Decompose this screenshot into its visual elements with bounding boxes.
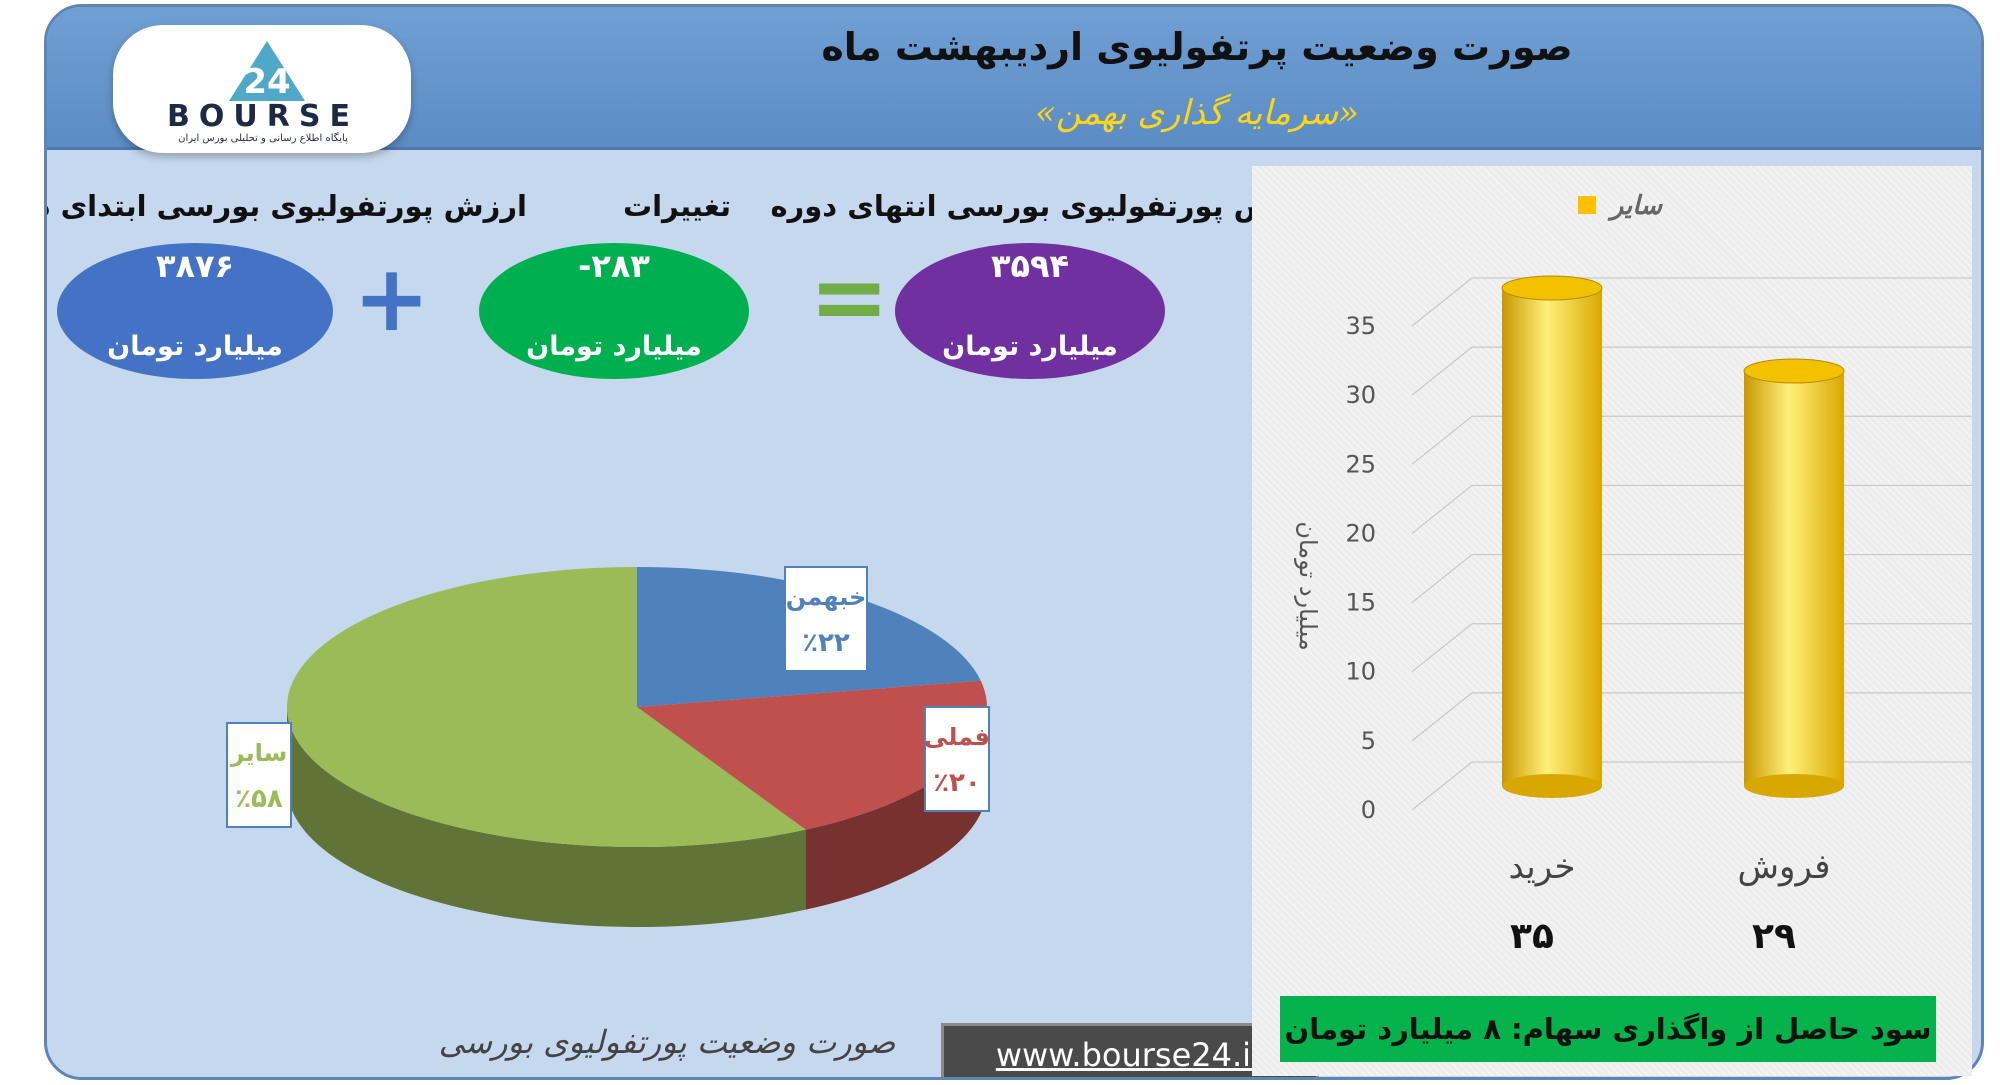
end-value-caption: ارزش پورتفولیوی بورسی انتهای دوره <box>770 189 1317 223</box>
y-tick-label: 25 <box>1345 450 1376 478</box>
start-value-unit: میلیارد تومان <box>107 331 283 362</box>
bar-base <box>1744 774 1844 798</box>
pie-label-box <box>226 722 292 828</box>
bar <box>1502 288 1602 786</box>
change-oval: -۲۸۳ میلیارد تومان <box>479 243 749 379</box>
footer-caption: صورت وضعیت پورتفولیوی بورسی <box>438 1023 896 1061</box>
gridline-depth <box>1411 484 1473 534</box>
start-value: ۳۸۷۶ <box>155 247 235 285</box>
bar <box>1744 370 1844 786</box>
logo: 24 BOURSE پایگاه اطلاع رسانی و تحلیلی بو… <box>113 25 411 153</box>
change-caption: تغییرات <box>622 189 732 223</box>
pie-label-name: سایر <box>230 739 288 767</box>
plus-sign: + <box>353 245 431 352</box>
y-axis-label: میلیارد تومان <box>1294 521 1322 650</box>
logo-triangle-icon: 24 <box>229 41 305 102</box>
y-tick-label: 30 <box>1345 381 1376 409</box>
header-banner: 24 BOURSE پایگاه اطلاع رسانی و تحلیلی بو… <box>47 7 1981 153</box>
start-value-caption: ارزش پورتفولیوی بورسی ابتدای دوره <box>47 189 527 223</box>
y-tick-label: 20 <box>1345 519 1376 547</box>
end-value: ۳۵۹۴ <box>990 247 1070 285</box>
legend-label: سایر <box>1607 191 1664 221</box>
trades-bar-chart: 0 5 10 15 20 25 30 35 میلیارد تومان سایر خرید ۳۵ فرو… <box>1294 191 1972 957</box>
gridline-depth <box>1411 277 1473 327</box>
x-category-label: فروش <box>1738 847 1831 887</box>
gridline-depth <box>1411 761 1473 811</box>
start-value-oval: ۳۸۷۶ میلیارد تومان <box>57 243 333 379</box>
end-value-unit: میلیارد تومان <box>942 331 1118 362</box>
page-title: صورت وضعیت پرتفولیوی اردیبهشت ماه <box>821 25 1573 69</box>
pie-slice-side <box>805 707 987 910</box>
pie-slice <box>637 680 987 830</box>
gridline-depth <box>1411 692 1473 742</box>
bar-chart-panel: 0 5 10 15 20 25 30 35 میلیارد تومان سایر خرید ۳۵ فرو… <box>1252 166 1972 1076</box>
equals-sign: = <box>809 241 890 353</box>
y-tick-label: 15 <box>1345 589 1376 617</box>
pie-label-box <box>784 566 868 672</box>
bar-top <box>1743 358 1845 384</box>
gridline-depth <box>1411 623 1473 673</box>
logo-tagline: پایگاه اطلاع رسانی و تحلیلی بورس ایران <box>178 133 348 144</box>
pie-label-value: ٪۵۸ <box>235 784 283 814</box>
legend-swatch <box>1578 196 1596 214</box>
bar-value-label: ۳۵ <box>1510 916 1554 957</box>
logo-number: 24 <box>243 62 290 102</box>
pie-label-value: ٪۲۰ <box>933 768 981 798</box>
gridline-depth <box>1411 415 1473 465</box>
change-value: -۲۸۳ <box>578 247 650 285</box>
y-tick-label: 35 <box>1345 312 1376 340</box>
pie-label-box <box>924 706 990 812</box>
bar-value-label: ۲۹ <box>1752 916 1796 957</box>
pie-label-value: ٪۲۲ <box>802 628 850 658</box>
gridline-depth <box>1411 554 1473 604</box>
page-subtitle: «سرمایه گذاری بهمن» <box>1035 93 1359 133</box>
portfolio-pie-chart: خبهمن ٪۲۲ فملی ٪۲۰ سایر ٪۵۸ <box>226 566 990 927</box>
pie-label-name: فملی <box>924 723 990 751</box>
logo-brand: BOURSE <box>167 99 359 134</box>
change-value-unit: میلیارد تومان <box>526 331 702 362</box>
x-category-label: خرید <box>1508 847 1575 887</box>
end-value-oval: ۳۵۹۴ میلیارد تومان <box>895 243 1165 379</box>
gridline-depth <box>1411 346 1473 396</box>
profit-note: سود حاصل از واگذاری سهام: ۸ میلیارد توما… <box>1280 996 1936 1062</box>
pie-slice <box>286 567 806 847</box>
pie-slice-side <box>287 707 806 927</box>
y-tick-label: 5 <box>1361 727 1376 755</box>
bar-base <box>1502 774 1602 798</box>
pie-label-name: خبهمن <box>786 583 867 611</box>
y-tick-label: 10 <box>1345 658 1376 686</box>
bar-top <box>1501 275 1603 301</box>
y-tick-label: 0 <box>1361 796 1376 824</box>
